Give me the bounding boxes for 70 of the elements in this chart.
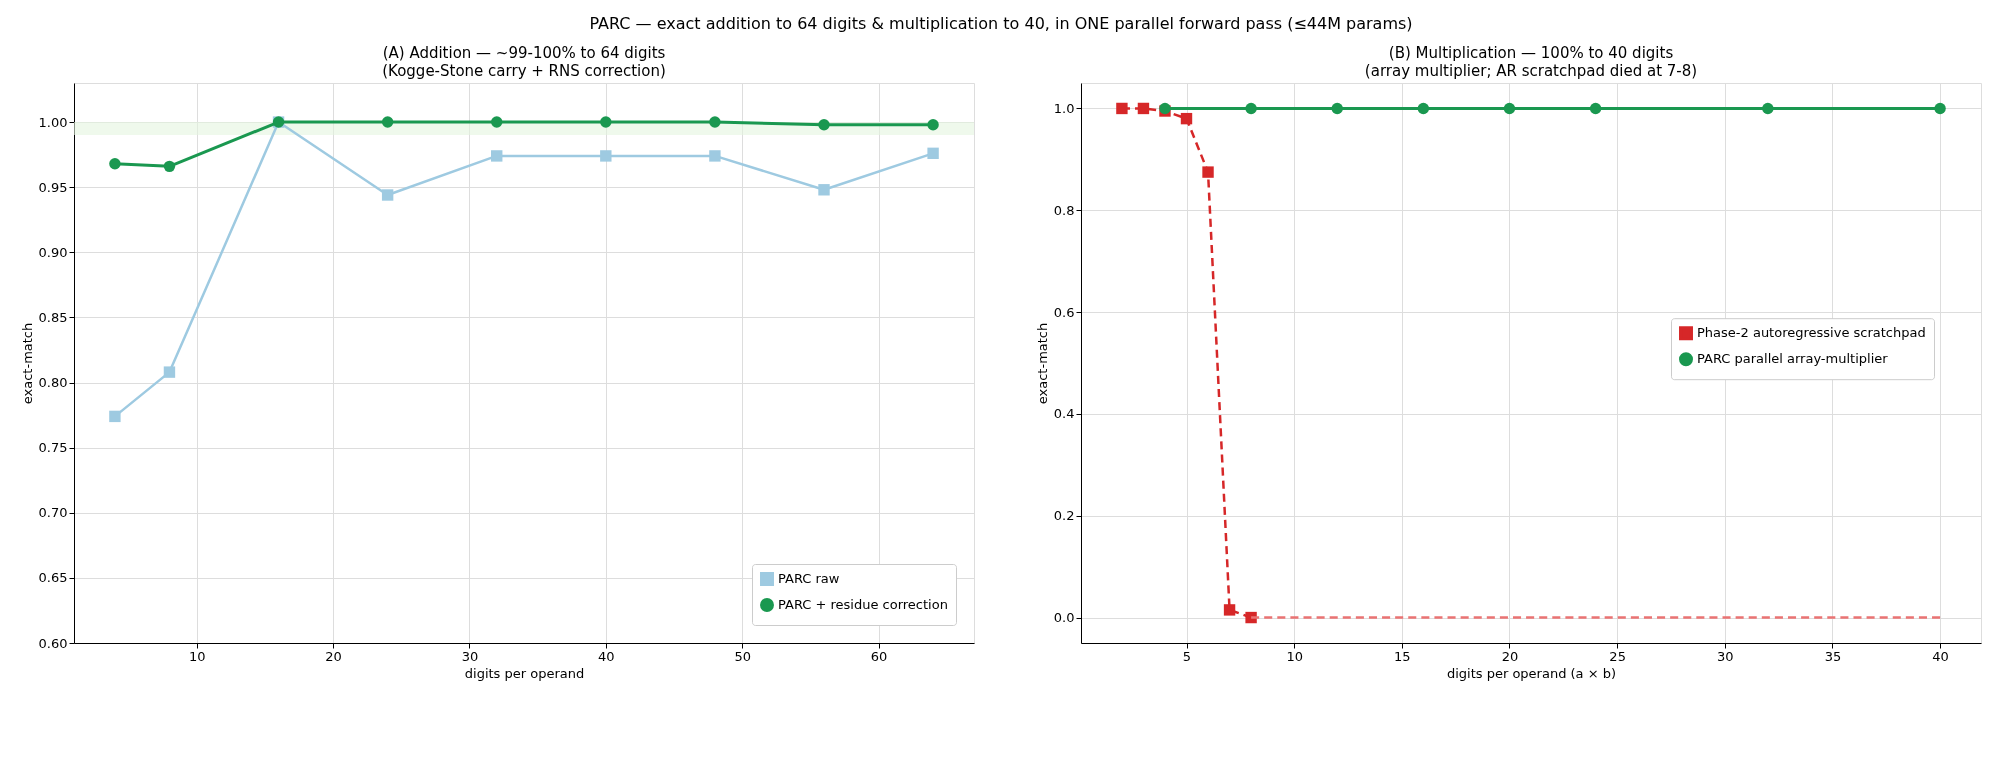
- point: [1503, 102, 1516, 115]
- point: [1202, 166, 1214, 178]
- y-tick-label: 0.80: [38, 375, 68, 391]
- x-tick-label: 15: [1394, 648, 1411, 664]
- x-tick-label: 5: [1182, 648, 1192, 664]
- point: [818, 184, 830, 196]
- point: [600, 150, 612, 162]
- point: [1223, 604, 1236, 616]
- legend-label: PARC + residue correction: [778, 597, 948, 612]
- x-tick-label: 40: [1932, 648, 1949, 664]
- x-tick-label: 20: [325, 648, 342, 664]
- legend-label: PARC raw: [778, 571, 840, 586]
- point: [818, 118, 830, 131]
- point: [600, 116, 612, 128]
- x-tick-label: 50: [734, 648, 751, 664]
- y-tick-label: 0.8: [1053, 202, 1075, 218]
- text: PARC — exact addition to 64 digits & multiplication to 40, in ONE parallel forward pass (≤44M params): [589, 13, 1413, 33]
- y-tick-label: 0.95: [38, 179, 68, 195]
- x-tick-label: 25: [1609, 648, 1626, 664]
- point: [109, 410, 121, 423]
- point: [1934, 102, 1946, 115]
- y-tick-label: 0.6: [1053, 304, 1075, 320]
- point: [1116, 102, 1128, 115]
- x-tick-label: 30: [461, 648, 479, 664]
- y-tick-label: 0.85: [38, 309, 68, 325]
- chart-subtitle: (Kogge-Stone carry + RNS correction): [382, 62, 666, 80]
- point: [927, 118, 939, 131]
- x-axis-title: digits per operand (a × b): [1446, 665, 1617, 681]
- x-tick-label: 10: [1286, 648, 1303, 664]
- y-axis-title: exact-match: [19, 322, 35, 405]
- point: [163, 366, 176, 378]
- point: [491, 150, 503, 162]
- point: [1417, 102, 1430, 115]
- y-tick-label: 1.00: [38, 114, 68, 130]
- y-tick-label: 0.2: [1053, 508, 1075, 524]
- x-tick-label: 20: [1501, 648, 1519, 664]
- x-axis-title: digits per operand: [464, 665, 585, 681]
- y-tick-label: 0.4: [1053, 406, 1075, 422]
- point: [163, 160, 176, 173]
- chart-subtitle: (array multiplier; AR scratchpad died at 7-8): [1364, 62, 1698, 80]
- x-tick-label: 10: [188, 648, 206, 664]
- point: [927, 147, 939, 160]
- point: [709, 116, 721, 128]
- chart-title: (A) Addition — ~99-100% to 64 digits: [382, 44, 666, 62]
- point: [709, 150, 721, 162]
- point: [381, 116, 394, 128]
- y-axis-title: exact-match: [1034, 322, 1050, 405]
- point: [109, 158, 121, 170]
- point: [1589, 102, 1602, 115]
- x-tick-label: 40: [598, 648, 615, 664]
- x-tick-label: 30: [1717, 648, 1734, 664]
- y-tick-label: 0.70: [38, 505, 68, 521]
- y-tick-label: 0.0: [1053, 610, 1075, 626]
- point: [1762, 102, 1774, 115]
- point: [491, 116, 503, 128]
- y-tick-label: 1.0: [1053, 100, 1075, 116]
- y-tick-label: 0.65: [38, 570, 68, 586]
- point: [1331, 102, 1343, 115]
- legend-label: PARC parallel array-multiplier: [1697, 351, 1889, 367]
- point: [1245, 102, 1257, 115]
- y-tick-label: 0.60: [38, 635, 68, 651]
- legend-label: Phase-2 autoregressive scratchpad: [1697, 325, 1926, 341]
- point: [1137, 102, 1150, 115]
- x-tick-label: 60: [870, 648, 888, 664]
- y-tick-label: 0.75: [38, 440, 68, 456]
- point: [1180, 112, 1193, 125]
- x-tick-label: 35: [1824, 648, 1842, 664]
- chart-title: (B) Multiplication — 100% to 40 digits: [1388, 44, 1674, 62]
- y-tick-label: 0.90: [38, 244, 68, 260]
- point: [381, 189, 394, 201]
